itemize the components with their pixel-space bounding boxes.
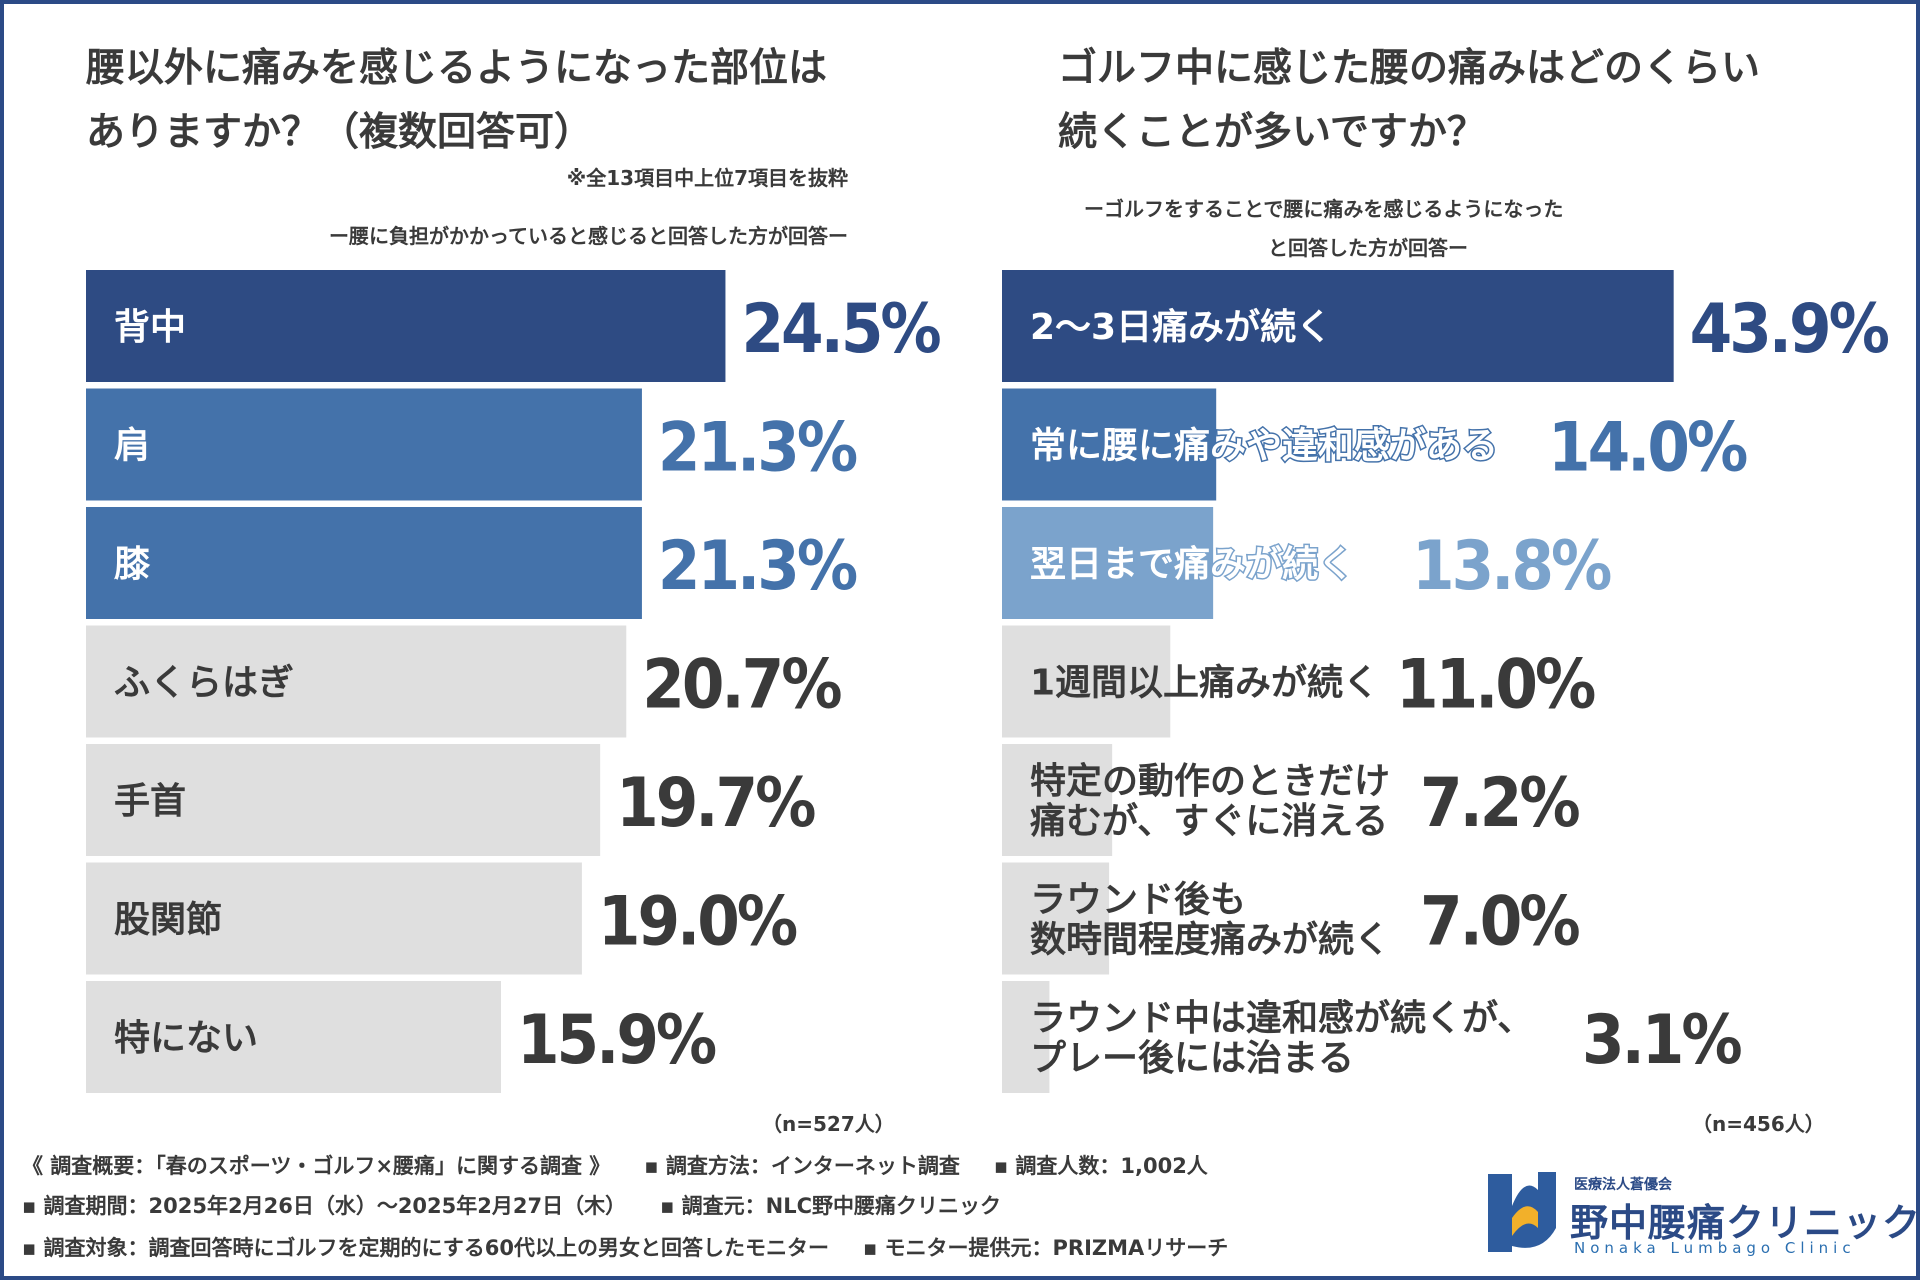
right-chart-title-line2: 続くことが多いですか？: [1058, 110, 1486, 155]
left-category-label-3: ふくらはぎ: [114, 663, 294, 704]
right-value-label-5: 7.0%: [1420, 883, 1579, 962]
right-value-label-2: 13.8%: [1412, 527, 1611, 606]
left-bar-5: [86, 862, 582, 975]
left-category-label-2: 膝: [114, 544, 151, 585]
left-bar-1: [86, 388, 642, 501]
right-category-label-4-1: 痛むが、すぐに消える: [1030, 801, 1388, 842]
right-value-label-4: 7.2%: [1420, 764, 1579, 843]
left-value-label-6: 15.9%: [517, 1001, 716, 1080]
left-sample-size: （n=527人）: [762, 1112, 895, 1136]
footer-survey-count: ▪ 調査人数：1,002人: [993, 1154, 1208, 1178]
right-category-label-5-1: 数時間程度痛みが続く: [1030, 920, 1390, 961]
footer-line-2: ▪ 調査期間：2025年2月26日（水）〜2025年2月27日（木） ▪ 調査元：…: [22, 1190, 1001, 1220]
footer-survey-method: ▪ 調査方法：インターネット調査: [644, 1154, 960, 1178]
right-bar-3: [1002, 625, 1171, 738]
right-category-label-0: 2〜3日痛みが続く: [1030, 307, 1332, 348]
right-chart-subtitle-line1: ーゴルフをすることで腰に痛みを感じるようになった: [1084, 197, 1564, 221]
footer-survey-source: ▪ 調査元：NLC野中腰痛クリニック: [660, 1194, 1002, 1218]
left-value-label-1: 21.3%: [658, 409, 857, 488]
right-bar-0: [1002, 270, 1674, 382]
footer-line-3: ▪ 調査対象：調査回答時にゴルフを定期的にする60代以上の男女と回答したモニター…: [22, 1232, 1228, 1262]
footer-survey-overview: 《 調査概要：「春のスポーツ・ゴルフ×腰痛」に関する調査 》: [22, 1154, 611, 1178]
right-category-label-1: 常に腰に痛みや違和感がある: [1030, 426, 1498, 467]
left-category-label-6: 特にない: [114, 1018, 258, 1059]
left-value-label-3: 20.7%: [642, 646, 841, 725]
right-bar-chart: 2〜3日痛みが続く 43.9% 常に腰に痛みや違和感がある 14.0% 翌日まで痛みが続…: [1002, 270, 1892, 1093]
left-category-label-4: 手首: [114, 781, 186, 822]
right-value-label-0: 43.9%: [1690, 290, 1889, 369]
left-value-label-0: 24.5%: [741, 290, 940, 369]
left-category-label-0: 背中: [114, 307, 186, 348]
left-bar-chart: 背中 24.5% 肩 21.3% 膝 21.3% ふくらはぎ 20.7% 手首 19.7% 股関節 1…: [86, 270, 943, 1093]
right-value-label-6: 3.1%: [1582, 1001, 1741, 1080]
left-value-label-4: 19.7%: [616, 764, 815, 843]
left-bar-6: [86, 981, 501, 1093]
right-bar-6: [1002, 981, 1050, 1093]
right-chart-subtitle-line2: と回答した方が回答ー: [1268, 236, 1468, 260]
left-chart-note: ※全13項目中上位7項目を抜粋: [566, 166, 848, 190]
right-category-label-2: 翌日まで痛みが続く: [1030, 544, 1354, 585]
left-category-label-5: 股関節: [114, 900, 222, 941]
right-category-label-6-0: ラウンド中は違和感が続くが、: [1030, 998, 1533, 1039]
clinic-logo: 医療法人蒼優会 野中腰痛クリニック Nonaka Lumbago Clinic: [1482, 1168, 1920, 1258]
left-bar-2: [86, 507, 642, 619]
footer-line-1: 《 調査概要：「春のスポーツ・ゴルフ×腰痛」に関する調査 》 ▪ 調査方法：インタ…: [22, 1150, 1208, 1180]
right-sample-size: （n=456人）: [1692, 1112, 1825, 1136]
right-category-label-5-0: ラウンド後も: [1030, 880, 1246, 921]
left-bar-4: [86, 744, 601, 856]
right-bar-4: [1002, 744, 1113, 856]
clinic-logo-name: 野中腰痛クリニック: [1570, 1201, 1920, 1245]
left-bar-3: [86, 625, 627, 738]
clinic-logo-org: 医療法人蒼優会: [1574, 1177, 1672, 1193]
left-value-label-5: 19.0%: [598, 883, 797, 962]
right-category-label-6-1: プレー後には治まる: [1030, 1038, 1354, 1079]
right-chart-title-line1: ゴルフ中に感じた腰の痛みはどのくらい: [1058, 46, 1761, 91]
footer-survey-period: ▪ 調査期間：2025年2月26日（水）〜2025年2月27日（木）: [22, 1194, 627, 1218]
right-bar-1: [1002, 388, 1217, 501]
left-chart-title-line2: ありますか？（複数回答可）: [86, 110, 594, 155]
left-category-label-1: 肩: [114, 425, 150, 467]
right-value-label-1: 14.0%: [1548, 409, 1747, 488]
footer-monitor-provider: ▪ モニター提供元：PRIZMAリサーチ: [862, 1236, 1229, 1260]
left-chart-subtitle: ー腰に負担がかかっていると感じると回答した方が回答ー: [329, 224, 848, 248]
clinic-logo-mark-icon: [1488, 1172, 1556, 1252]
footer-survey-target: ▪ 調査対象：調査回答時にゴルフを定期的にする60代以上の男女と回答したモニター: [22, 1236, 829, 1260]
clinic-logo-english: Nonaka Lumbago Clinic: [1574, 1239, 1856, 1257]
right-category-label-4-0: 特定の動作のときだけ: [1030, 761, 1390, 802]
right-bar-5: [1002, 862, 1110, 975]
left-value-label-2: 21.3%: [658, 527, 857, 606]
right-category-label-3: 1週間以上痛みが続く: [1030, 663, 1379, 704]
right-value-label-3: 11.0%: [1396, 646, 1595, 725]
left-bar-0: [86, 270, 726, 382]
left-chart-title-line1: 腰以外に痛みを感じるようになった部位は: [86, 46, 828, 91]
right-bar-2: [1002, 507, 1214, 619]
